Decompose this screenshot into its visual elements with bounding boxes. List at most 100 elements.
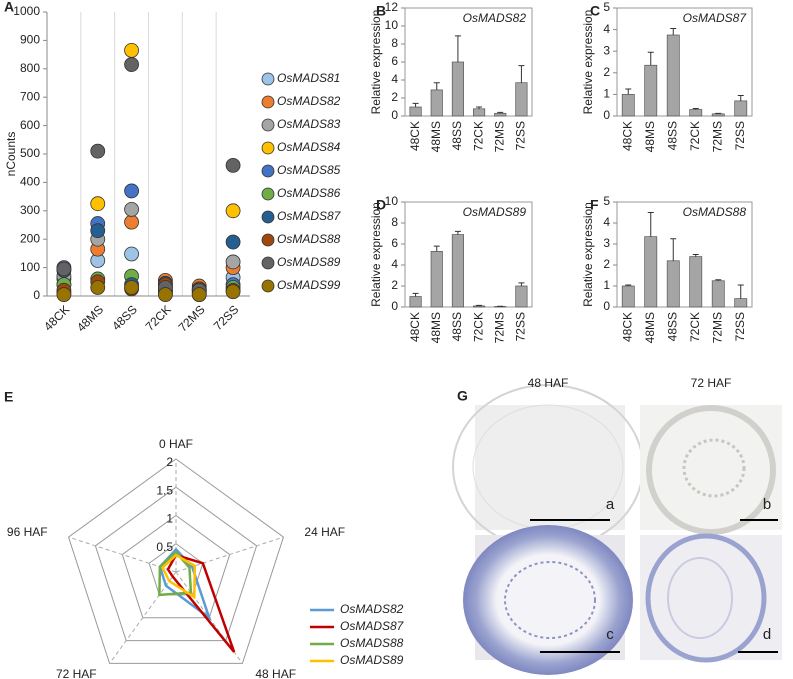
radar-series (161, 553, 197, 600)
plot-frame (616, 7, 753, 117)
bar (621, 94, 635, 117)
bar (473, 305, 486, 308)
bar (473, 108, 486, 117)
legend-swatch (261, 118, 275, 132)
dot (124, 246, 139, 262)
bar (644, 64, 658, 117)
tissue-outline (667, 557, 733, 639)
y-tick-label: 8 (391, 215, 398, 229)
panel-letter: D (376, 197, 386, 213)
x-tick-label: 48CK (408, 312, 422, 342)
error-bar (737, 94, 744, 101)
tissue-outline (682, 438, 746, 498)
error-bar (737, 284, 744, 299)
y-tick-label: 900 (20, 33, 40, 47)
error-bar (670, 238, 677, 261)
image-label: c (606, 626, 614, 643)
x-tick-label: 72MS (710, 121, 724, 152)
y-tick-label: 500 (20, 146, 40, 160)
gene-title: OsMADS82 (463, 11, 527, 25)
panel-letter: E (4, 389, 13, 405)
error-bar (625, 284, 632, 286)
dot (225, 254, 241, 270)
legend-label: OsMADS82 (277, 94, 341, 108)
panel-letter: C (590, 3, 600, 19)
y-tick-label: 1000 (13, 4, 40, 18)
x-tick-label: 48SS (450, 121, 464, 150)
bar (734, 100, 748, 117)
dot (124, 280, 139, 295)
plot-frame (616, 201, 753, 308)
error-bar (476, 106, 483, 109)
x-tick-label: 72SS (514, 121, 528, 150)
error-bar (454, 35, 461, 62)
image-a (475, 405, 625, 530)
x-tick-label: 48CK (620, 121, 634, 151)
y-tick-label: 6 (391, 54, 398, 68)
radar-ring (94, 486, 258, 642)
legend-label: OsMADS88 (277, 232, 341, 246)
panel-letter: B (376, 3, 386, 19)
error-bar (647, 51, 654, 66)
error-bar (647, 212, 654, 237)
bar (430, 251, 443, 308)
legend-swatch (261, 279, 275, 293)
r-tick-label: 0.5 (156, 540, 173, 554)
error-bar (433, 245, 440, 252)
y-tick-label: 10 (385, 194, 399, 208)
y-tick-label: 6 (391, 236, 398, 250)
legend-swatch (261, 187, 275, 201)
radar-axis-label: 72 HAF (56, 667, 97, 679)
bar (689, 256, 703, 308)
dot (158, 287, 173, 302)
error-bar (670, 28, 677, 35)
bar (644, 236, 658, 308)
y-tick-label: 300 (20, 203, 40, 217)
y-tick-label: 700 (20, 89, 40, 103)
dot (90, 280, 106, 295)
radar-axis-label: 96 HAF (7, 525, 48, 539)
dot (225, 157, 241, 173)
error-bar (454, 230, 461, 235)
legend-swatch (261, 233, 275, 247)
panel-letter: A (4, 0, 14, 15)
y-tick-label: 10 (385, 18, 399, 32)
error-bar (692, 107, 699, 110)
x-tick-label: 72SS (211, 302, 242, 333)
legend-label: OsMADS89 (340, 653, 404, 667)
legend-swatch (261, 210, 275, 224)
radar-spoke (109, 571, 177, 664)
y-tick-label: 0 (391, 108, 398, 122)
bar (621, 285, 635, 308)
legend-swatch (261, 72, 275, 86)
dot (124, 57, 139, 72)
bar (666, 260, 680, 308)
y-tick-label: 8 (391, 36, 398, 50)
x-tick-label: 48SS (665, 312, 679, 341)
x-tick-label: 72SS (733, 121, 747, 150)
radar-ring (121, 514, 231, 619)
bar (494, 112, 507, 117)
legend-label: OsMADS82 (340, 602, 404, 616)
x-tick-label: 72CK (471, 312, 485, 342)
radar-axis-label: 24 HAF (304, 525, 345, 539)
gene-title: OsMADS87 (683, 11, 748, 25)
y-tick-label: 12 (385, 0, 399, 14)
x-tick-label: 72MS (492, 121, 506, 152)
bar (515, 285, 528, 308)
x-tick-label: 48SS (450, 312, 464, 341)
error-bar (433, 82, 440, 90)
legend-swatch (261, 141, 275, 155)
dot (56, 261, 72, 277)
y-tick-label: 1 (603, 278, 610, 292)
dot (90, 143, 106, 159)
error-bar (497, 111, 504, 114)
x-tick-label: 72SS (733, 312, 747, 341)
gene-title: OsMADS89 (463, 205, 527, 219)
x-tick-label: 72CK (688, 312, 702, 342)
tissue-outline (463, 525, 633, 675)
x-tick-label: 48CK (41, 302, 72, 333)
radar-series (166, 553, 236, 653)
error-bar (518, 282, 525, 286)
tissue-outline (645, 533, 767, 663)
